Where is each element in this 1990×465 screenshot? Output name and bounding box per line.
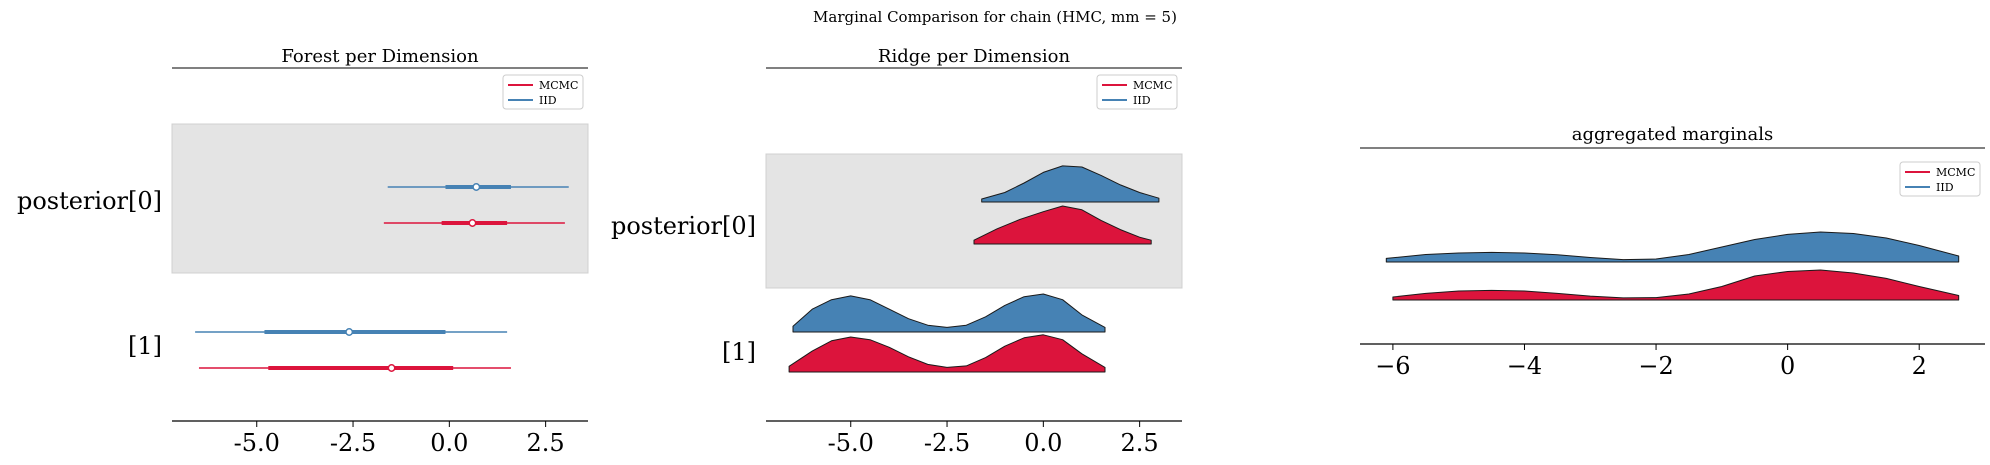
y-tick-label: [1] [128, 332, 162, 360]
x-tick-label: -2.5 [330, 429, 376, 457]
ridge-iid [792, 293, 1106, 333]
median-point-mcmc [387, 364, 396, 372]
x-tick-label: -5.0 [828, 429, 874, 457]
x-tick-label: −6 [1375, 352, 1410, 380]
panel-title: Forest per Dimension [281, 46, 479, 67]
x-tick-label: 0.0 [430, 429, 468, 457]
panel-2: posterior[0] [1] -5.0 -2.5 0.0 2.5 Ridge per D… [611, 46, 1183, 457]
legend-label-mcmc: MCMC [1936, 166, 1975, 179]
x-tick-label: 0 [1780, 352, 1795, 380]
x-tick-label: -5.0 [234, 429, 280, 457]
legend-label-iid: IID [539, 94, 557, 107]
panel-title: aggregated marginals [1572, 124, 1773, 145]
ridge-mcmc [788, 334, 1106, 373]
y-tick-label: [1] [722, 338, 756, 366]
row-shade-band [765, 153, 1183, 289]
ridge-mcmc [1392, 269, 1960, 301]
x-tick-label: −4 [1507, 352, 1542, 380]
median-point-iid [345, 328, 354, 336]
legend-label-mcmc: MCMC [1133, 79, 1172, 92]
y-tick-label: posterior[0] [17, 187, 162, 215]
x-tick-label: 2.5 [527, 429, 565, 457]
x-tick-label: 2 [1912, 352, 1927, 380]
panel-1: posterior[0] [1] -5.0 -2.5 0.0 2.5 Forest per … [17, 46, 589, 457]
x-tick-label: −2 [1638, 352, 1673, 380]
x-tick-label: -2.5 [924, 429, 970, 457]
x-tick-label: 2.5 [1121, 429, 1159, 457]
legend-label-iid: IID [1133, 94, 1151, 107]
legend-label-iid: IID [1936, 181, 1954, 194]
panel-3: −6 −4 −2 0 2 aggregated marginals MCMC IID [1360, 124, 1985, 380]
figure-suptitle: Marginal Comparison for chain (HMC, mm =… [813, 8, 1177, 26]
median-point-mcmc [468, 219, 477, 227]
ridge-iid [981, 165, 1160, 203]
median-point-iid [472, 183, 481, 191]
ridge-mcmc [973, 205, 1152, 245]
y-tick-label: posterior[0] [611, 212, 756, 240]
legend-label-mcmc: MCMC [539, 79, 578, 92]
ridge-iid [1385, 231, 1960, 263]
x-tick-label: 0.0 [1024, 429, 1062, 457]
panel-title: Ridge per Dimension [878, 46, 1071, 67]
row-shade-band [171, 123, 589, 274]
